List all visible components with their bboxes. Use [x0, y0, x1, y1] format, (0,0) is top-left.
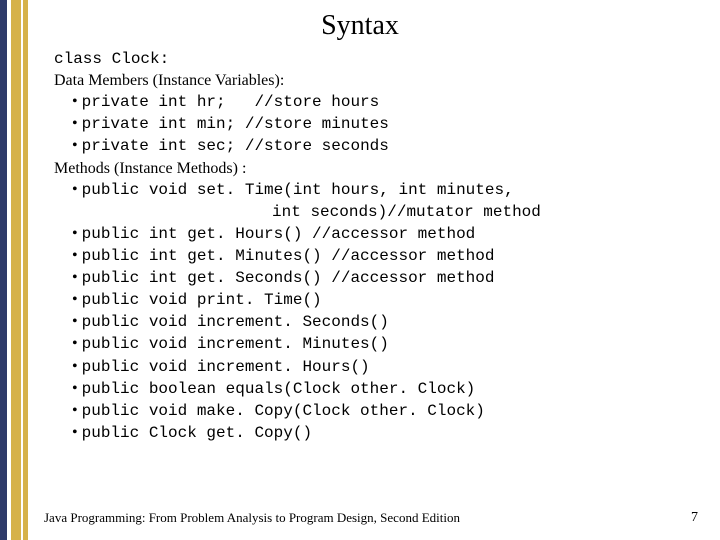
bullet-glyph: • [72, 424, 82, 441]
bullet-glyph: • [72, 115, 82, 132]
slide-body: class Clock: Data Members (Instance Varia… [54, 48, 704, 444]
slide-title: Syntax [0, 10, 720, 42]
code-text: public void print. Time() [82, 291, 322, 309]
bullet-glyph: • [72, 313, 82, 330]
body-line: • public boolean equals(Clock other. Clo… [54, 378, 704, 400]
bullet-glyph: • [72, 358, 82, 375]
body-line: Data Members (Instance Variables): [54, 70, 704, 91]
body-line: int seconds)//mutator method [54, 201, 704, 223]
code-text: class Clock: [54, 50, 169, 68]
bullet-glyph: • [72, 335, 82, 352]
body-line: • public Clock get. Copy() [54, 422, 704, 444]
bullet-glyph: • [72, 137, 82, 154]
bullet-glyph: • [72, 380, 82, 397]
body-line: Methods (Instance Methods) : [54, 158, 704, 179]
bullet-glyph: • [72, 291, 82, 308]
body-line: • public void increment. Seconds() [54, 311, 704, 333]
section-heading: Methods (Instance Methods) : [54, 160, 246, 177]
bullet-spacer [72, 203, 80, 220]
code-text: public Clock get. Copy() [82, 424, 312, 442]
body-line: • private int hr; //store hours [54, 91, 704, 113]
section-heading: Data Members (Instance Variables): [54, 72, 284, 89]
body-line: • public void increment. Hours() [54, 356, 704, 378]
body-line: • public int get. Minutes() //accessor m… [54, 245, 704, 267]
body-line: class Clock: [54, 48, 704, 70]
body-line: • public void print. Time() [54, 289, 704, 311]
code-comment: //accessor method [312, 225, 475, 243]
code-comment: //store minutes [245, 115, 389, 133]
code-text: public boolean equals(Clock other. Clock… [82, 380, 476, 398]
bullet-glyph: • [72, 225, 82, 242]
code-text: int seconds) [80, 203, 387, 221]
body-line: • public void set. Time(int hours, int m… [54, 179, 704, 201]
code-comment: //store hours [254, 93, 379, 111]
bullet-glyph: • [72, 181, 82, 198]
code-comment: //accessor method [331, 269, 494, 287]
accent-stripe [23, 0, 28, 540]
bullet-glyph: • [72, 93, 82, 110]
accent-stripe [0, 0, 7, 540]
code-text: public int get. Seconds() [82, 269, 332, 287]
code-text: private int min; [82, 115, 245, 133]
page-number: 7 [691, 510, 698, 526]
code-text: public int get. Hours() [82, 225, 312, 243]
code-text: public void set. Time(int hours, int min… [82, 181, 514, 199]
code-comment: //store seconds [245, 137, 389, 155]
footer-text: Java Programming: From Problem Analysis … [44, 510, 460, 526]
body-line: • public int get. Hours() //accessor met… [54, 223, 704, 245]
code-comment: //accessor method [331, 247, 494, 265]
code-text: public void increment. Hours() [82, 358, 370, 376]
bullet-glyph: • [72, 402, 82, 419]
left-accent-bar [0, 0, 32, 540]
code-text: public void increment. Minutes() [82, 335, 389, 353]
body-line: • private int sec; //store seconds [54, 135, 704, 157]
body-line: • public void increment. Minutes() [54, 333, 704, 355]
accent-stripe [11, 0, 21, 540]
code-text: public int get. Minutes() [82, 247, 332, 265]
code-comment: //mutator method [387, 203, 541, 221]
body-line: • private int min; //store minutes [54, 113, 704, 135]
bullet-glyph: • [72, 247, 82, 264]
body-line: • public int get. Seconds() //accessor m… [54, 267, 704, 289]
body-line: • public void make. Copy(Clock other. Cl… [54, 400, 704, 422]
code-text: private int sec; [82, 137, 245, 155]
code-text: private int hr; [82, 93, 255, 111]
code-text: public void make. Copy(Clock other. Cloc… [82, 402, 485, 420]
code-text: public void increment. Seconds() [82, 313, 389, 331]
bullet-glyph: • [72, 269, 82, 286]
